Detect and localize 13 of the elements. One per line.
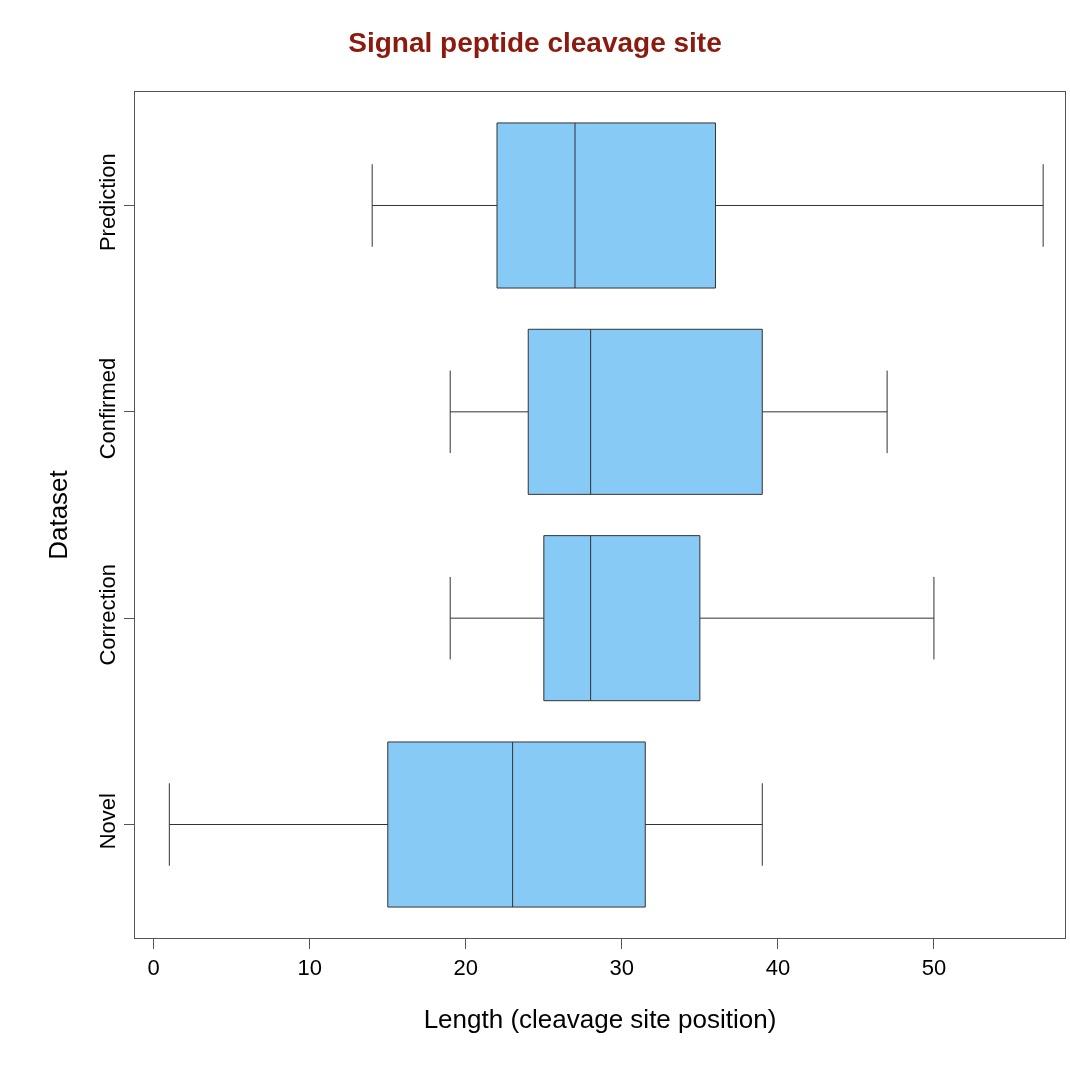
x-axis-title: Length (cleavage site position) <box>423 1004 777 1035</box>
x-tick-label: 0 <box>147 955 160 981</box>
y-tick-label: Prediction <box>95 153 121 252</box>
x-tick-label: 20 <box>453 955 479 981</box>
x-tick-label: 10 <box>297 955 323 981</box>
y-tick-label: Novel <box>95 793 121 850</box>
y-tick-label: Confirmed <box>95 357 121 460</box>
y-axis-title: Dataset <box>42 469 73 560</box>
y-tick-label: Correction <box>95 564 121 666</box>
chart-title: Signal peptide cleavage site <box>348 26 722 58</box>
x-tick-label: 30 <box>609 955 635 981</box>
x-tick-label: 50 <box>921 955 947 981</box>
x-tick-label: 40 <box>765 955 791 981</box>
